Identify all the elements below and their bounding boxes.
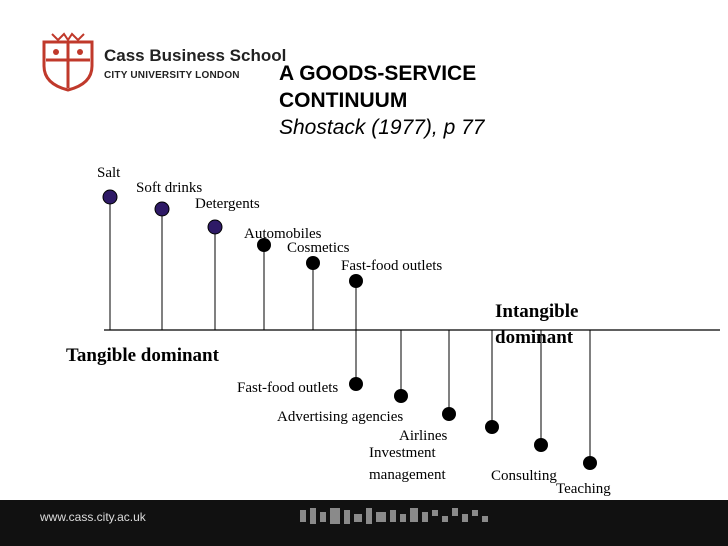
footer-pattern	[300, 508, 488, 524]
label-teaching: Teaching	[556, 481, 611, 497]
marker-investment	[485, 420, 499, 434]
intangible-line-2: dominant	[495, 327, 574, 348]
label-advertising: Advertising agencies	[277, 409, 404, 425]
label-investment-line-1: Investment	[369, 445, 436, 461]
footer-url[interactable]: www.cass.city.ac.uk	[40, 510, 146, 524]
school-name: Cass Business School	[104, 46, 287, 65]
label-consulting: Consulting	[491, 468, 557, 484]
marker-salt	[102, 189, 118, 205]
label-fast-food-tangible: Fast-food outlets	[341, 258, 443, 274]
page-title: A GOODS-SERVICE CONTINUUM	[279, 60, 476, 114]
title-line-1: A GOODS-SERVICE	[279, 62, 477, 85]
marker-airlines	[442, 407, 456, 421]
label-salt: Salt	[97, 165, 121, 181]
intangible-dominant-label: Intangible dominant	[495, 299, 578, 351]
label-investment: Investment management	[369, 444, 446, 484]
school-subtitle: CITY UNIVERSITY LONDON	[104, 70, 240, 81]
label-cosmetics: Cosmetics	[287, 240, 350, 256]
footer-bar	[0, 500, 728, 546]
marker-advertising	[394, 389, 408, 403]
tangible-dominant-label: Tangible dominant	[66, 345, 219, 366]
cass-logo	[38, 32, 238, 92]
label-airlines: Airlines	[399, 428, 448, 444]
marker-fast-food-intangible	[349, 377, 363, 391]
marker-consulting	[534, 438, 548, 452]
title-line-2: CONTINUUM	[279, 89, 408, 112]
marker-cosmetics	[306, 256, 320, 270]
intangible-line-1: Intangible	[495, 301, 579, 322]
marker-teaching	[583, 456, 597, 470]
marker-automobiles	[257, 238, 271, 252]
label-automobiles: Automobiles	[244, 226, 322, 242]
marker-detergents	[207, 219, 223, 235]
label-fast-food-intangible: Fast-food outlets	[237, 380, 339, 396]
crest-icon	[42, 32, 94, 92]
label-investment-line-2: management	[369, 467, 446, 483]
label-detergents: Detergents	[195, 196, 260, 212]
title-citation: Shostack (1977), p 77	[279, 116, 485, 139]
marker-fast-food-tangible	[349, 274, 363, 288]
label-soft-drinks: Soft drinks	[136, 180, 203, 196]
marker-soft-drinks	[154, 201, 170, 217]
